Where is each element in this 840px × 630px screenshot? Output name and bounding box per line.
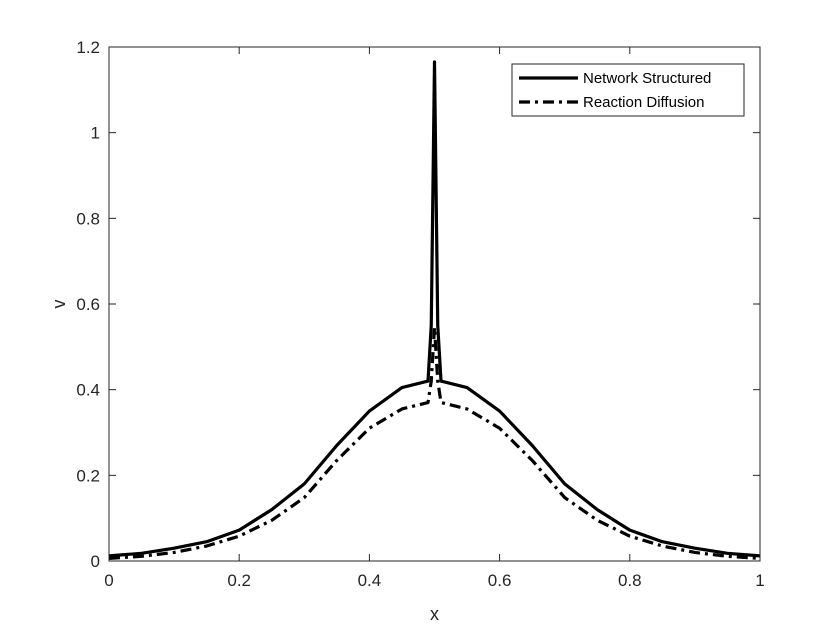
legend-box (511, 63, 745, 117)
legend: Network Structured Reaction Diffusion (511, 63, 745, 117)
axes: 0 0.2 0.4 0.6 0.8 1 0 0.2 0.4 0.6 0.8 1 1.2 (76, 38, 764, 590)
x-tick-label: 0.2 (227, 571, 251, 590)
legend-label-network-structured: Network Structured (583, 70, 711, 87)
plot-area (108, 60, 761, 561)
y-axis-label: v (49, 300, 69, 309)
x-tick-label: 1 (755, 571, 764, 590)
y-tick-label: 1.2 (76, 38, 100, 57)
x-tick-label: 0.6 (488, 571, 512, 590)
x-axis-label: x (430, 604, 439, 624)
y-tick-label: 0.8 (76, 209, 100, 228)
x-tick-label: 0.4 (358, 571, 382, 590)
series-line-reaction-diffusion (108, 325, 761, 561)
series-line-network-structured (108, 60, 761, 558)
y-tick-label: 1 (91, 124, 100, 143)
legend-label-reaction-diffusion: Reaction Diffusion (583, 94, 704, 111)
y-tick-label: 0 (91, 552, 100, 571)
y-tick-label: 0.6 (76, 295, 100, 314)
y-tick-label: 0.2 (76, 466, 100, 485)
x-tick-label: 0.8 (618, 571, 642, 590)
x-tick-label: 0 (104, 571, 113, 590)
y-tick-label: 0.4 (76, 381, 100, 400)
